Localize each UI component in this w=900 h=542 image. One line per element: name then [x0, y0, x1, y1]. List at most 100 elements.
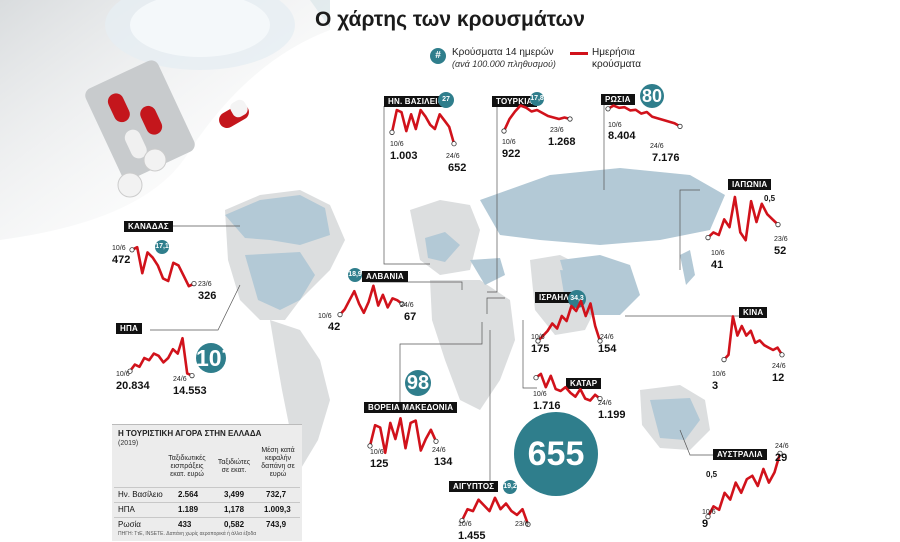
- table-year: (2019): [118, 440, 139, 447]
- country-label: ΙΣΡΑΗΛ: [535, 292, 573, 303]
- start-date: 10/6: [533, 391, 547, 398]
- legend-badge-icon: #: [430, 48, 446, 64]
- end-value: 326: [198, 290, 217, 302]
- cases14-badge: 18,9: [348, 268, 362, 282]
- start-value: 472: [112, 254, 131, 266]
- start-value: 1.003: [390, 150, 418, 162]
- end-value: 67: [404, 311, 417, 323]
- daily-cases-line: [501, 104, 573, 134]
- end-date: 23/6: [515, 521, 529, 528]
- table-row: Ρωσία 433 0,582 743,9: [114, 517, 300, 532]
- daily-cases-line: [605, 104, 683, 129]
- start-value: 42: [328, 321, 341, 333]
- legend: # Κρούσματα 14 ημερών (ανά 100.000 πληθυ…: [430, 44, 680, 84]
- country-label: ΗΠΑ: [116, 323, 142, 334]
- daily-cases-series: [723, 315, 784, 361]
- daily-cases-series: [460, 496, 530, 525]
- start-value: 1.716: [533, 400, 561, 412]
- daily-cases-line: [127, 336, 195, 379]
- row-spend: 743,9: [266, 520, 287, 529]
- end-date: 23/6: [550, 127, 564, 134]
- country-label: ΡΩΣΙΑ: [601, 94, 635, 105]
- end-point: [191, 280, 197, 287]
- table-row: Ην. Βασίλειο 2.564 3,499 732,7: [114, 487, 300, 502]
- table-header-spend: Μέση κατά κεφαλήν δαπάνη σε ευρώ: [261, 447, 295, 478]
- end-value: 52: [774, 245, 787, 257]
- row-travellers: 3,499: [224, 490, 245, 499]
- row-receipts: 2.564: [178, 490, 199, 499]
- end-date: 23/6: [198, 281, 212, 288]
- end-point: [567, 116, 573, 122]
- start-value: 9: [702, 518, 709, 530]
- daily-cases-series: [706, 453, 782, 518]
- page-title: Ο χάρτης των κρουσμάτων: [315, 8, 585, 31]
- daily-cases-line: [535, 299, 603, 344]
- country-label: ΑΛΒΑΝΙΑ: [362, 271, 408, 282]
- end-value: 134: [434, 456, 453, 468]
- end-point: [399, 301, 405, 307]
- table-header-travellers: Ταξιδιώτες σε εκατ.: [217, 459, 251, 474]
- end-date: 24/6: [775, 443, 789, 450]
- daily-cases-line: [367, 417, 439, 455]
- daily-cases-series: [128, 336, 193, 377]
- middle-east-badge: 655: [514, 412, 598, 496]
- daily-cases-series: [339, 284, 403, 316]
- start-value: 175: [531, 343, 550, 355]
- end-point: [433, 438, 439, 444]
- end-point: [597, 338, 603, 344]
- start-date: 10/6: [531, 334, 545, 341]
- end-point: [597, 395, 603, 402]
- start-point: [367, 443, 373, 449]
- end-date: 24/6: [650, 143, 664, 150]
- end-point: [777, 450, 783, 456]
- legend-cases14-sub: (ανά 100.000 πληθυσμού): [452, 59, 556, 69]
- end-value: 154: [598, 343, 617, 355]
- daily-cases-series: [502, 104, 571, 132]
- start-value: 20.834: [116, 380, 150, 392]
- start-date: 10/6: [370, 449, 384, 456]
- start-value: 1.455: [458, 530, 486, 542]
- daily-cases-series: [390, 108, 456, 145]
- cases14-value: 0,5: [764, 194, 776, 203]
- start-date: 10/6: [458, 521, 472, 528]
- daily-cases-line: [129, 245, 197, 288]
- start-value: 41: [711, 259, 724, 271]
- row-country: Ην. Βασίλειο: [118, 490, 163, 499]
- country-label: ΤΟΥΡΚΙΑ: [492, 96, 537, 107]
- cases14-badge: 17,8: [530, 92, 544, 106]
- country-label: ΙΑΠΩΝΙΑ: [728, 179, 772, 190]
- cases14-badge: 80: [640, 84, 664, 108]
- table-title: Η ΤΟΥΡΙΣΤΙΚΗ ΑΓΟΡΑ ΣΤΗΝ ΕΛΛΑΔΑ: [118, 429, 262, 438]
- table-row: ΗΠΑ 1.189 1,178 1.009,3: [114, 502, 300, 517]
- start-point: [337, 311, 343, 318]
- cases14-badge: 98: [405, 370, 431, 396]
- daily-cases-series: [607, 104, 681, 128]
- start-date: 10/6: [608, 122, 622, 129]
- start-date: 10/6: [318, 313, 332, 320]
- start-value: 3: [712, 380, 719, 392]
- end-point: [451, 141, 457, 147]
- row-travellers: 1,178: [224, 505, 245, 514]
- start-point: [535, 338, 541, 344]
- start-point: [605, 106, 611, 112]
- country-label: ΑΥΣΤΡΑΛΙΑ: [713, 449, 767, 460]
- end-point: [677, 123, 683, 129]
- legend-line-swatch: [570, 52, 588, 55]
- row-travellers: 0,582: [224, 520, 245, 529]
- legend-cases14-label: Κρούσματα 14 ημερών: [452, 47, 554, 58]
- daily-cases-series: [368, 417, 438, 455]
- end-point: [779, 352, 785, 358]
- start-point: [501, 128, 507, 134]
- start-point: [127, 368, 133, 374]
- daily-cases-series: [131, 245, 195, 288]
- cases14-badge: 107: [196, 343, 235, 373]
- end-date: 24/6: [432, 447, 446, 454]
- end-date: 24/6: [173, 376, 187, 383]
- end-date: 24/6: [400, 302, 414, 309]
- start-date: 10/6: [711, 250, 725, 257]
- daily-cases-series: [707, 195, 779, 242]
- country-label: ΑΙΓΥΠΤΟΣ: [449, 481, 499, 492]
- start-date: 10/6: [116, 371, 130, 378]
